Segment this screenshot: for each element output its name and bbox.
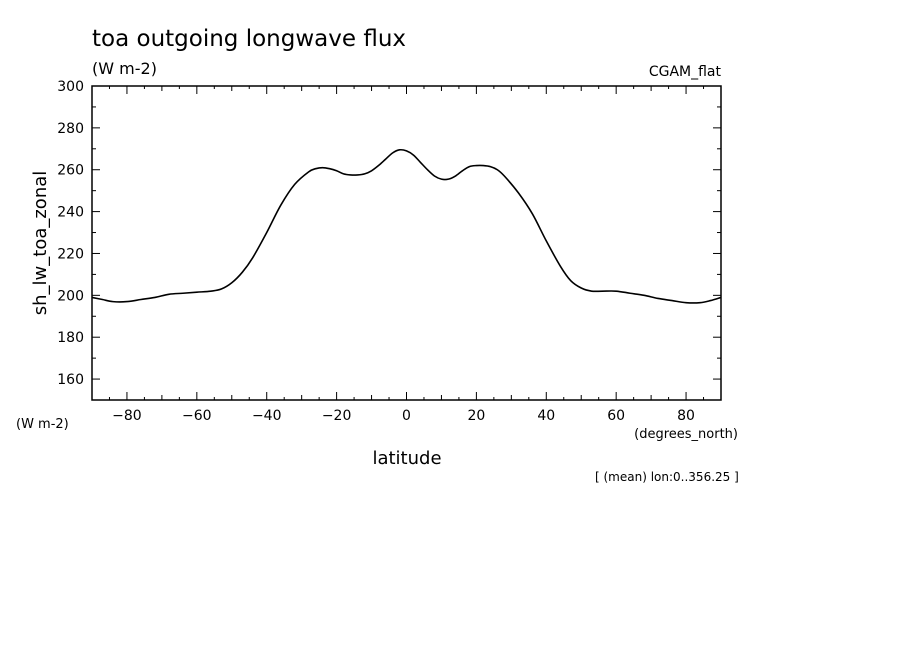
chart-title: toa outgoing longwave flux (92, 26, 406, 52)
plot-frame (91, 85, 722, 401)
y-tick-label: 280 (57, 121, 84, 137)
y-tick-label: 220 (57, 246, 84, 262)
y-tick-label: 260 (57, 163, 84, 179)
x-axis: −80 −60 −40 −20 0 20 40 60 80 (91, 86, 722, 424)
series-line (91, 148, 722, 304)
chart-units: (W m-2) (92, 59, 157, 78)
y-tick-label: 240 (57, 205, 84, 221)
model-label: CGAM_flat (649, 64, 722, 80)
x-tick-label: 80 (677, 408, 695, 424)
x-axis-units: (degrees_north) (634, 427, 738, 442)
x-tick-label: 40 (537, 408, 555, 424)
averaging-note: [ (mean) lon:0..356.25 ] (595, 470, 739, 484)
x-axis-label: latitude (372, 448, 441, 469)
x-tick-label: −20 (322, 408, 352, 424)
x-tick-label: −60 (182, 408, 212, 424)
x-tick-label: 20 (467, 408, 485, 424)
x-tick-label: 0 (402, 408, 411, 424)
y-tick-label: 300 (57, 79, 84, 95)
y-tick-label: 200 (57, 288, 84, 304)
y-tick-label: 160 (57, 372, 84, 388)
x-tick-label: −40 (252, 408, 282, 424)
y-tick-label: 180 (57, 330, 84, 346)
y-axis-units: (W m-2) (16, 417, 69, 432)
y-axis-label: sh_lw_toa_zonal (30, 171, 51, 316)
x-tick-label: −80 (112, 408, 142, 424)
x-tick-label: 60 (607, 408, 625, 424)
y-axis: 160 180 200 220 240 260 280 300 (57, 79, 721, 401)
